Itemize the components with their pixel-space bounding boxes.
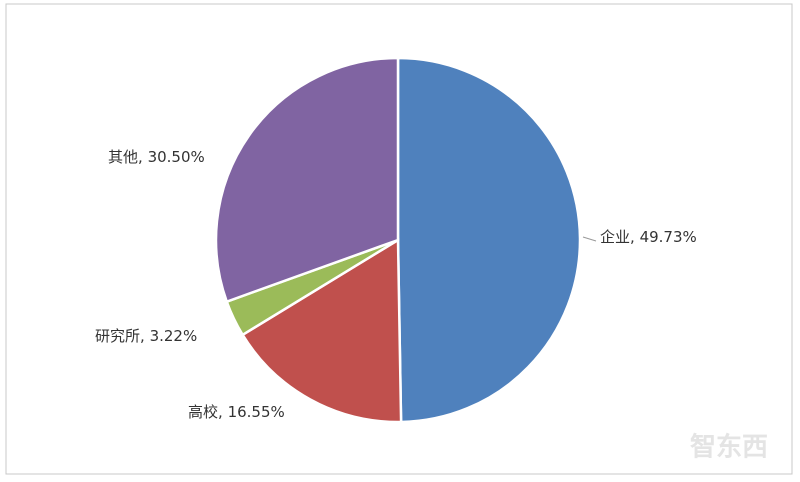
- label-separator: ,: [140, 327, 150, 345]
- category-label: 其他: [108, 148, 138, 166]
- pie-slice: [240, 237, 403, 424]
- label-separator: ,: [138, 148, 148, 166]
- value-label: 30.50%: [148, 148, 205, 166]
- category-label: 企业: [600, 228, 630, 246]
- data-label: 企业, 49.73%: [600, 228, 697, 246]
- data-label: 其他, 30.50%: [108, 148, 205, 166]
- data-label: 高校, 16.55%: [188, 403, 285, 421]
- leader-line: [582, 236, 597, 242]
- pie-slice: [396, 56, 582, 424]
- value-label: 16.55%: [228, 403, 285, 421]
- category-label: 高校: [188, 403, 218, 421]
- data-label: 研究所, 3.22%: [95, 327, 197, 345]
- watermark: 智东西: [690, 432, 768, 463]
- label-separator: ,: [218, 403, 228, 421]
- label-separator: ,: [630, 228, 640, 246]
- value-label: 3.22%: [150, 327, 198, 345]
- category-label: 研究所: [95, 327, 140, 345]
- pie-slice: [214, 56, 400, 304]
- value-label: 49.73%: [640, 228, 697, 246]
